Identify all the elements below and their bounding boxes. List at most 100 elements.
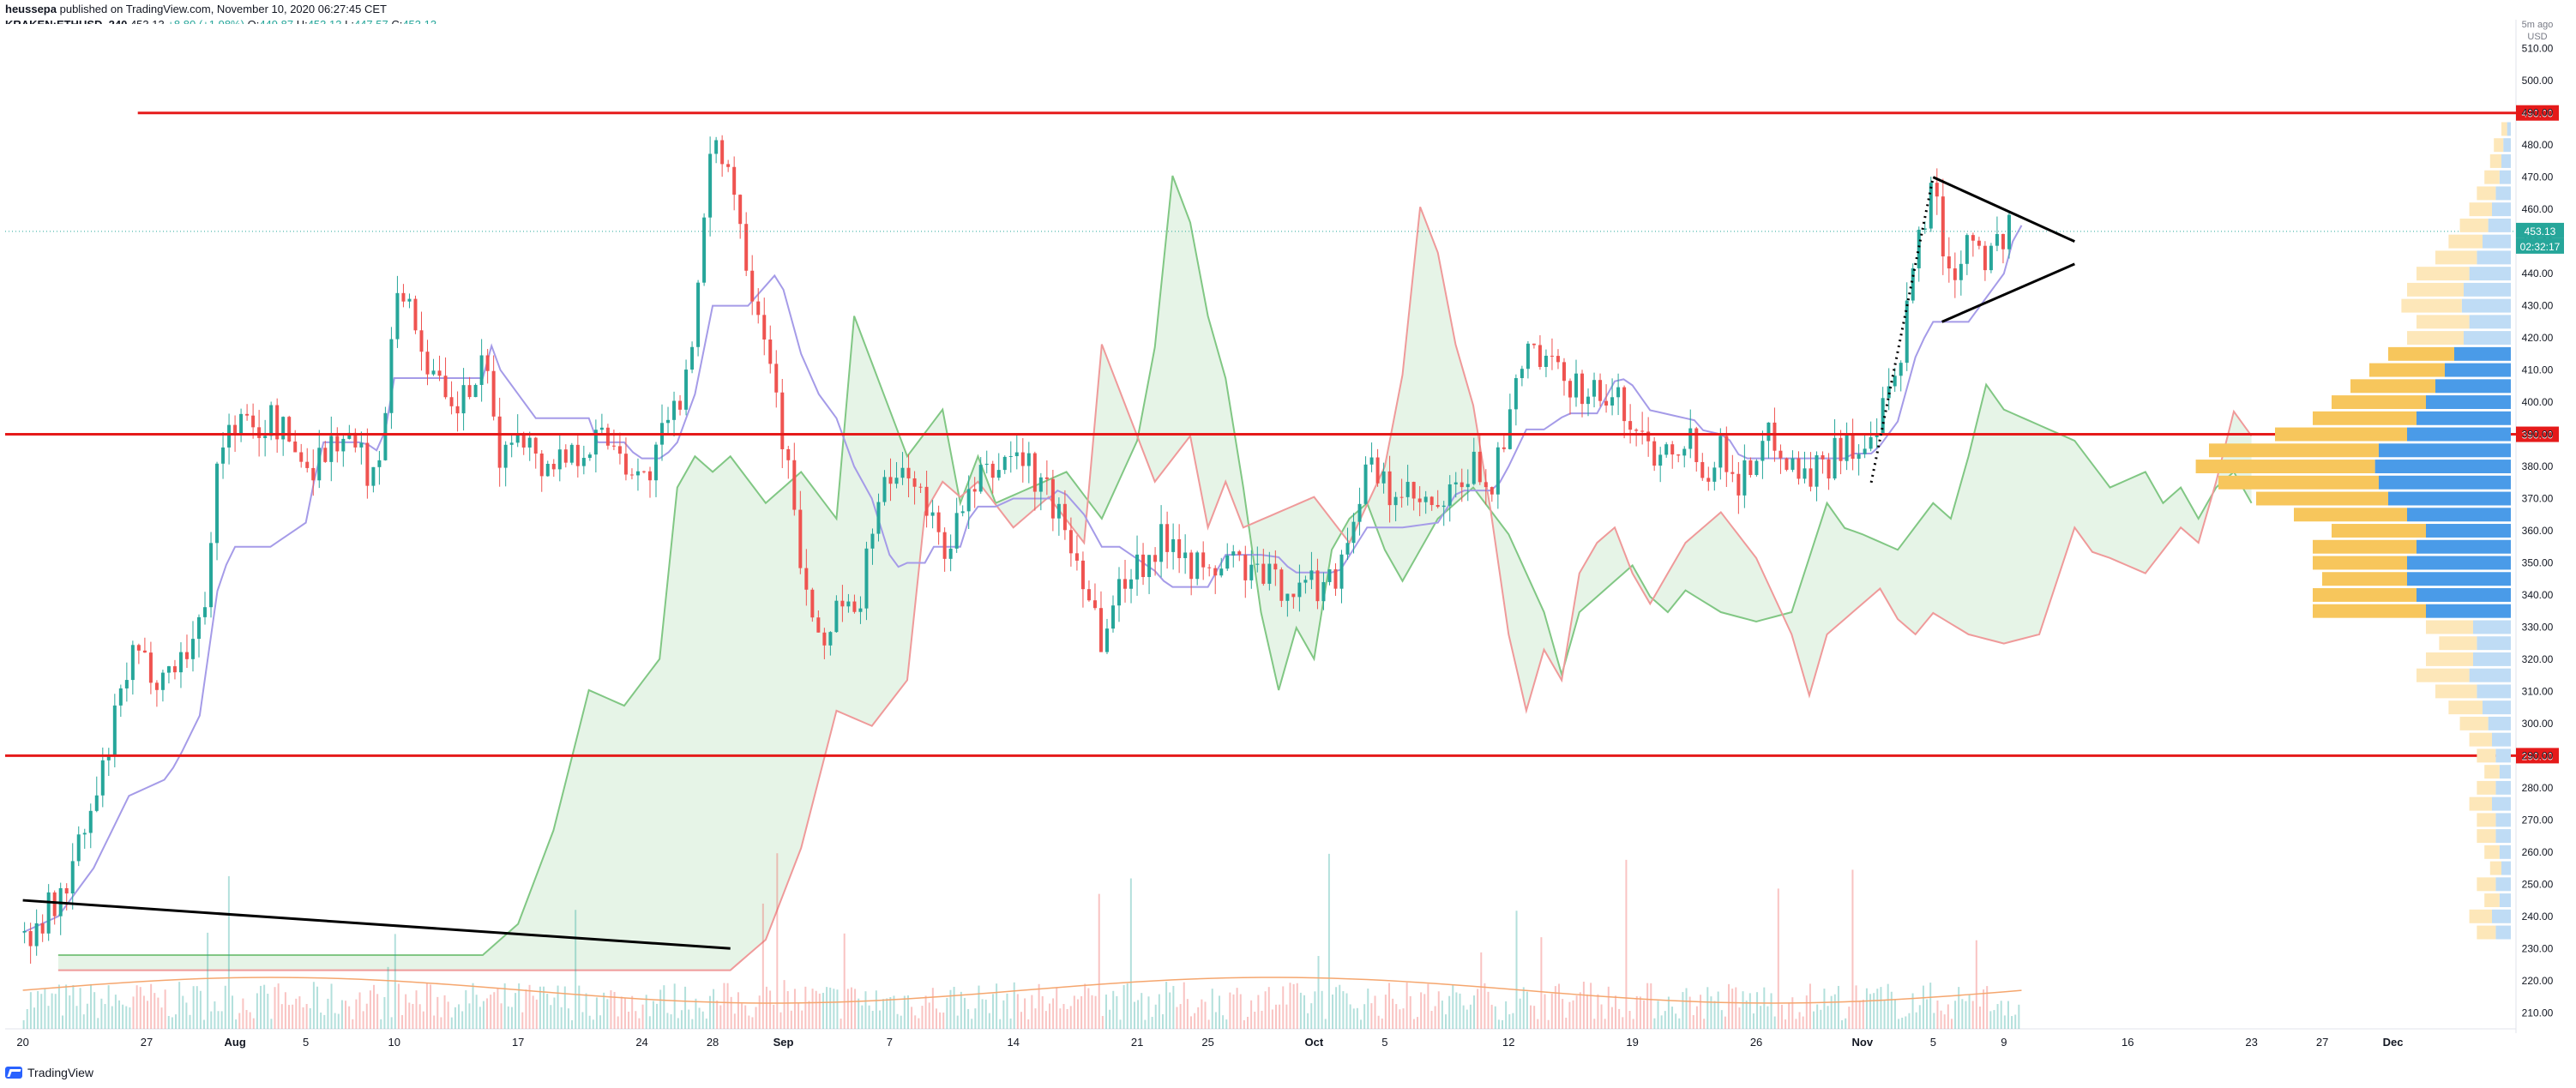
volume-bar: [387, 966, 389, 1029]
volume-profile-sell: [2407, 556, 2511, 570]
candle-body: [1141, 554, 1146, 578]
candle-body: [1989, 245, 1993, 271]
candle-body: [1550, 355, 1554, 357]
volume-bar: [1720, 1010, 1723, 1029]
volume-bar: [1848, 1007, 1851, 1029]
x-tick-label: 28: [707, 1036, 719, 1049]
candle-body: [768, 339, 773, 364]
volume-bar: [1717, 991, 1719, 1029]
volume-bar: [26, 1008, 28, 1029]
volume-bar: [1169, 992, 1171, 1029]
y-tick-label: 410.00: [2522, 364, 2554, 376]
volume-bar: [280, 1004, 283, 1029]
volume-profile-sell: [2417, 588, 2511, 602]
volume-bar: [468, 1003, 471, 1029]
volume-bar: [2018, 1004, 2020, 1029]
y-tick-label: 230.00: [2522, 942, 2554, 954]
volume-bar: [996, 983, 998, 1029]
volume-bar: [1020, 1012, 1022, 1029]
candle-body: [1219, 568, 1224, 576]
candle-body: [1466, 484, 1470, 488]
candle-body: [557, 449, 562, 470]
candle-body: [1640, 430, 1645, 432]
volume-bar: [1363, 1004, 1366, 1029]
volume-bar: [1996, 1004, 1999, 1029]
volume-bar: [475, 995, 478, 1029]
candle-body: [1213, 568, 1218, 576]
candle-body: [930, 512, 935, 516]
volume-bar: [1887, 983, 1889, 1029]
current-price-tag: [2516, 222, 2564, 238]
volume-bar: [684, 986, 687, 1029]
volume-bar: [1327, 853, 1330, 1029]
candle-body: [1616, 387, 1621, 398]
volume-bar: [1837, 985, 1839, 1029]
volume-bar: [252, 1018, 255, 1029]
volume-bar: [1657, 1001, 1659, 1029]
volume-bar: [1639, 996, 1641, 1029]
volume-bar: [69, 995, 71, 1029]
volume-bar: [900, 1015, 902, 1029]
candle-body: [263, 436, 268, 438]
candle-body: [1333, 569, 1338, 589]
volume-bar: [840, 1019, 842, 1029]
volume-bar: [72, 984, 75, 1029]
volume-profile-buy: [2484, 765, 2500, 779]
volume-bar: [978, 985, 980, 1029]
candle-body: [744, 224, 749, 271]
volume-bar: [1430, 1011, 1433, 1029]
volume-bar: [1572, 1000, 1574, 1029]
volume-bar: [854, 989, 857, 1029]
volume-bar: [719, 1005, 722, 1029]
volume-bar: [1091, 995, 1093, 1029]
candle-body: [395, 292, 400, 340]
candle-body: [1929, 183, 1933, 229]
candle-body: [461, 385, 466, 414]
volume-bar: [1671, 1007, 1674, 1029]
volume-profile-sell: [2499, 845, 2511, 859]
candle-body: [1544, 355, 1548, 367]
volume-profile-buy: [2469, 796, 2492, 811]
author-name[interactable]: heussepa: [5, 3, 57, 15]
volume-bar: [1675, 1013, 1677, 1029]
volume-bar: [942, 1013, 945, 1029]
volume-bar: [826, 987, 828, 1029]
volume-bar: [1211, 989, 1213, 1029]
volume-bar: [701, 1011, 704, 1029]
volume-bar: [1395, 1004, 1398, 1029]
candle-body: [1700, 461, 1705, 478]
x-tick-label: Aug: [225, 1036, 246, 1049]
volume-bar: [730, 996, 732, 1029]
volume-bar: [645, 995, 647, 1029]
volume-bar: [157, 997, 159, 1029]
volume-bar: [875, 990, 877, 1029]
volume-bar: [1993, 1010, 1995, 1029]
candle-body: [1935, 183, 1939, 197]
level-price-label: 390.00: [2522, 430, 2554, 442]
volume-bar: [1816, 1004, 1819, 1029]
volume-bar: [40, 994, 43, 1029]
level-price-tag: [2516, 426, 2559, 442]
level-price-label: 290.00: [2522, 750, 2554, 762]
volume-bar: [1080, 995, 1083, 1029]
volume-bar: [334, 1013, 336, 1029]
volume-bar: [171, 1017, 173, 1029]
volume-bar: [1700, 995, 1702, 1029]
volume-bar: [861, 1005, 864, 1029]
volume-profile-sell: [2435, 379, 2511, 394]
brand-name[interactable]: TradingView: [27, 1066, 94, 1079]
volume-bar: [1490, 1004, 1493, 1029]
candle-body: [293, 441, 298, 453]
volume-bar: [571, 1019, 574, 1029]
volume-bar: [1197, 1007, 1200, 1029]
candle-body: [1760, 441, 1765, 461]
candle-body: [1869, 436, 1873, 449]
volume-bar: [648, 1016, 651, 1029]
volume-bar: [1911, 993, 1914, 1029]
candle-body: [828, 632, 833, 646]
candle-body: [401, 292, 406, 302]
tradingview-logo-icon[interactable]: [5, 1067, 22, 1079]
volume-bar: [1695, 1006, 1698, 1029]
volume-profile-sell: [2492, 202, 2511, 217]
